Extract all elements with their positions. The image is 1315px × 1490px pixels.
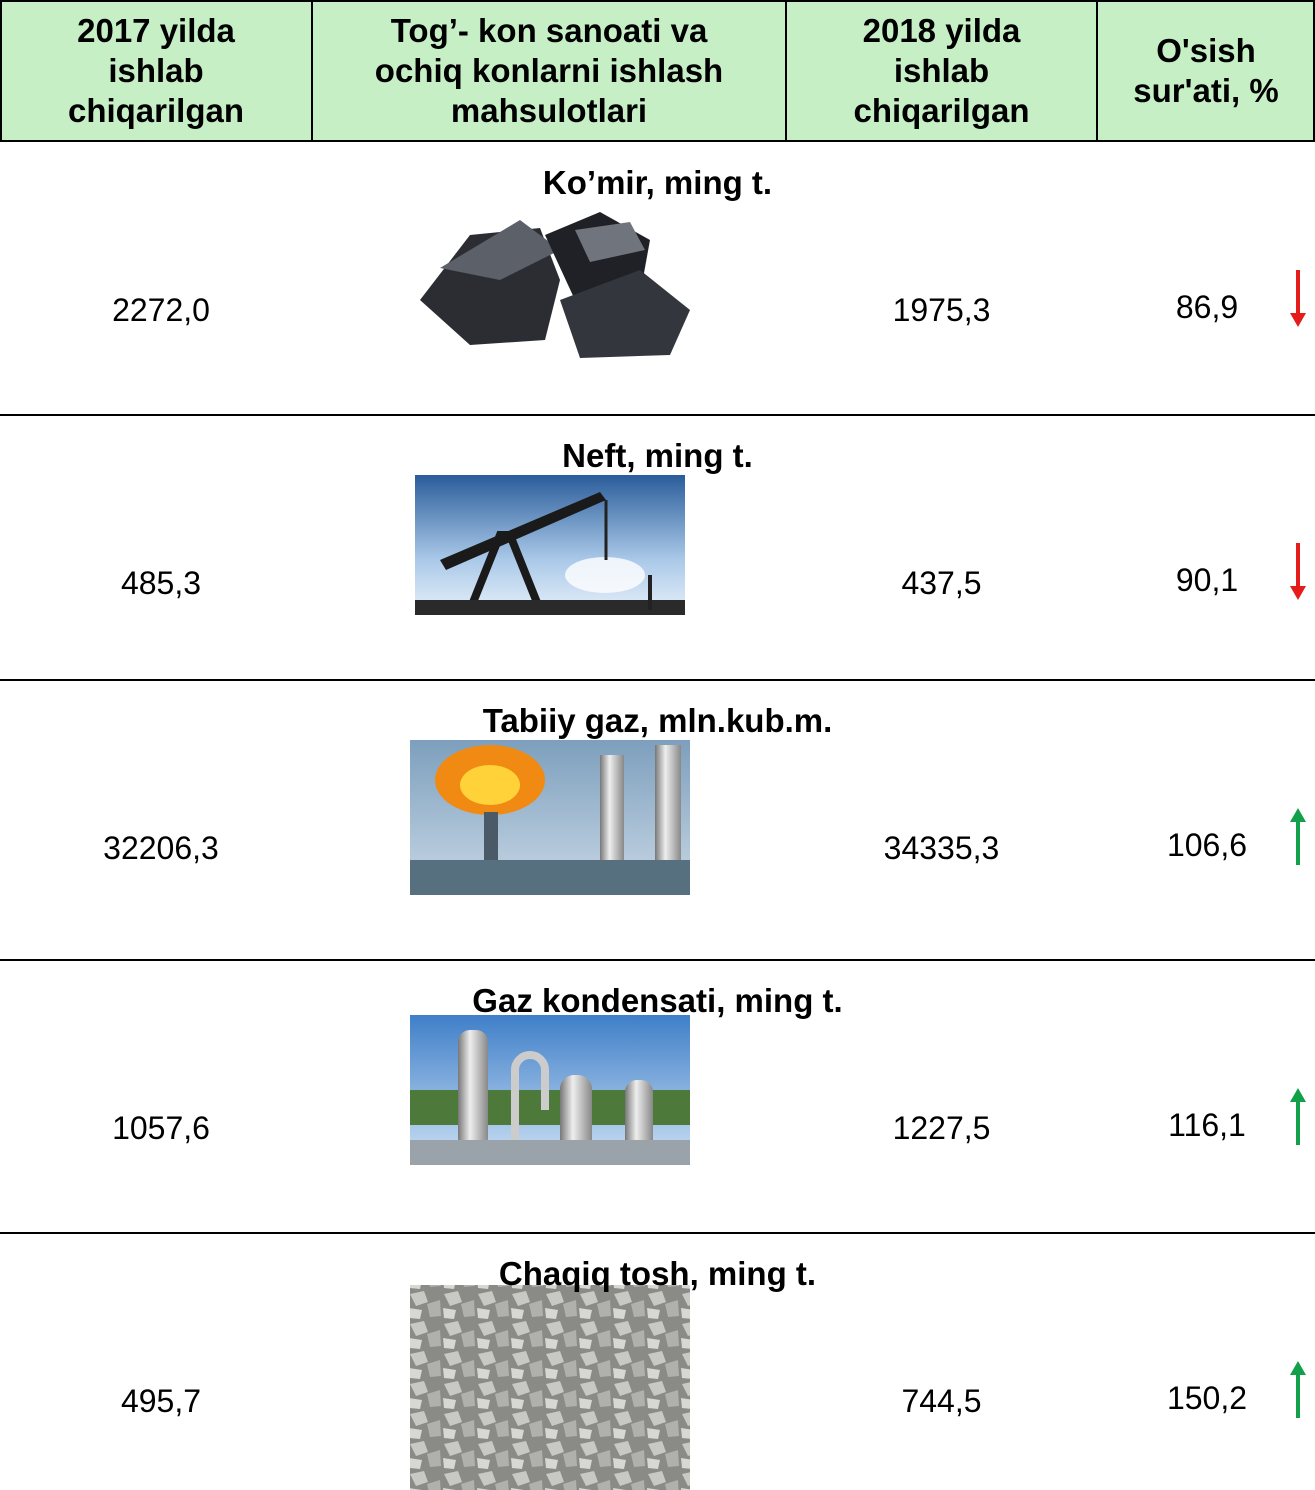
value-2018: 1975,3 <box>892 292 991 328</box>
arrow-head <box>1290 586 1306 600</box>
condensate-image <box>410 1015 690 1165</box>
gravel-image <box>410 1285 690 1490</box>
header-line: O'sish <box>1156 31 1256 69</box>
value-2017: 485,3 <box>120 565 202 601</box>
header-line: ishlab <box>893 51 990 89</box>
growth: 90,1 <box>1175 562 1239 598</box>
value-2018: 1227,5 <box>892 1110 991 1146</box>
header-line: ochiq konlarni ishlash <box>374 51 724 89</box>
value-2018: 744,5 <box>901 1383 982 1419</box>
row-title: Gaz kondensati, ming t. <box>472 982 843 1019</box>
header-line: 2018 yilda <box>862 11 1021 49</box>
arrow-head <box>1290 313 1306 327</box>
header-line: ishlab <box>108 51 204 89</box>
header-line: Tog’- kon sanoati va <box>390 11 708 49</box>
row-title: Tabiiy gaz, mln.kub.m. <box>482 702 833 739</box>
header-border <box>0 0 1315 142</box>
value-2018: 34335,3 <box>883 830 1000 866</box>
header-line: chiqarilgan <box>853 91 1030 129</box>
oil-image <box>415 475 685 615</box>
header-cell: 2018 yilda ishlab chiqarilgan <box>786 0 1097 141</box>
header-cell: O'sish sur'ati, % <box>1097 0 1315 141</box>
growth: 106,6 <box>1166 827 1248 863</box>
header-cell: 2017 yilda ishlab chiqarilgan <box>0 0 312 141</box>
value-2018: 437,5 <box>901 565 982 601</box>
value-2017: 495,7 <box>120 1383 202 1419</box>
gas-image <box>410 740 690 895</box>
arrow-head <box>1290 1361 1306 1375</box>
growth: 150,2 <box>1166 1380 1248 1416</box>
header-line: sur'ati, % <box>1133 71 1279 109</box>
value-2017: 2272,0 <box>112 292 210 328</box>
value-2017: 1057,6 <box>112 1110 210 1146</box>
value-2017: 32206,3 <box>103 830 219 866</box>
growth: 86,9 <box>1175 289 1239 325</box>
arrow-head <box>1290 1088 1306 1102</box>
header-line: 2017 yilda <box>77 11 235 49</box>
header-cell: Tog’- kon sanoati va ochiq konlarni ishla… <box>312 0 786 141</box>
header-bg <box>0 0 1315 142</box>
row-title: Chaqiq tosh, ming t. <box>498 1255 817 1292</box>
arrow-head <box>1290 808 1306 822</box>
row-title: Neft, ming t. <box>562 437 753 474</box>
growth: 116,1 <box>1168 1107 1246 1143</box>
coal-image <box>420 212 690 358</box>
header-line: mahsulotlari <box>450 91 648 129</box>
row-title: Ko’mir, ming t. <box>542 164 773 201</box>
header-line: chiqarilgan <box>67 91 245 129</box>
